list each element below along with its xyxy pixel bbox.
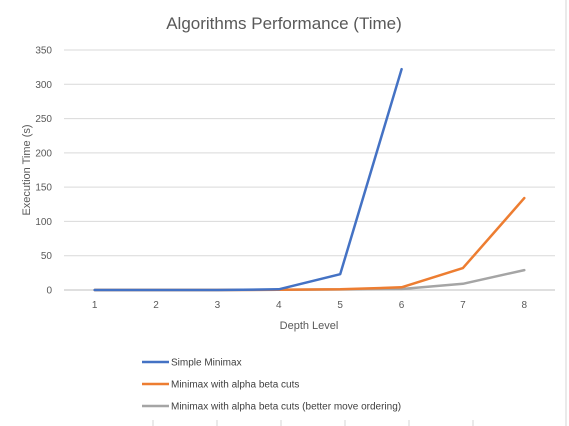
legend: Simple Minimax Minimax with alpha beta cu… [142, 358, 401, 413]
legend-label: Simple Minimax [171, 358, 242, 369]
spreadsheet-gridlines [152, 0, 567, 426]
series-lines [93, 67, 526, 292]
x-axis-label: Depth Level [280, 320, 339, 332]
legend-label: Minimax with alpha beta cuts (better mov… [171, 402, 401, 413]
y-tick-label: 0 [46, 286, 52, 297]
x-tick-label: 6 [399, 300, 405, 311]
y-axis-ticks: 0 50 100 150 200 250 300 350 [35, 46, 52, 297]
x-tick-label: 1 [92, 300, 98, 311]
x-axis-ticks: 1 2 3 4 5 6 7 8 [92, 300, 528, 311]
series-line-1 [93, 67, 403, 292]
y-tick-label: 350 [35, 46, 52, 57]
series-line-2 [93, 196, 526, 292]
y-tick-label: 300 [35, 80, 52, 91]
x-tick-label: 8 [522, 300, 528, 311]
y-tick-label: 150 [35, 183, 52, 194]
y-gridlines [64, 49, 555, 257]
legend-label: Minimax with alpha beta cuts [171, 380, 299, 391]
y-axis-label: Execution Time (s) [21, 124, 33, 215]
x-tick-label: 4 [276, 300, 282, 311]
chart-title: Algorithms Performance (Time) [166, 14, 402, 33]
series-line-3 [93, 268, 526, 292]
y-tick-label: 50 [41, 251, 53, 262]
x-tick-label: 3 [215, 300, 221, 311]
y-tick-label: 200 [35, 148, 52, 159]
y-tick-label: 250 [35, 114, 52, 125]
y-tick-label: 100 [35, 217, 52, 228]
x-tick-label: 5 [337, 300, 343, 311]
x-tick-label: 7 [460, 300, 466, 311]
x-tick-label: 2 [153, 300, 159, 311]
